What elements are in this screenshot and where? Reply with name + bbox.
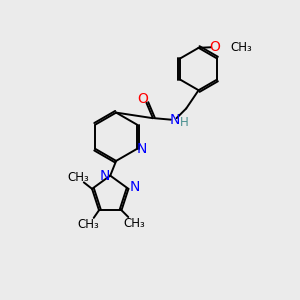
Text: CH₃: CH₃ bbox=[67, 171, 89, 184]
Text: O: O bbox=[209, 40, 220, 54]
Text: N: N bbox=[99, 169, 110, 183]
Text: N: N bbox=[170, 113, 180, 127]
Text: H: H bbox=[179, 116, 188, 128]
Text: O: O bbox=[137, 92, 148, 106]
Text: CH₃: CH₃ bbox=[230, 41, 252, 54]
Text: CH₃: CH₃ bbox=[124, 217, 146, 230]
Text: N: N bbox=[136, 142, 147, 156]
Text: CH₃: CH₃ bbox=[78, 218, 100, 232]
Text: N: N bbox=[130, 180, 140, 194]
